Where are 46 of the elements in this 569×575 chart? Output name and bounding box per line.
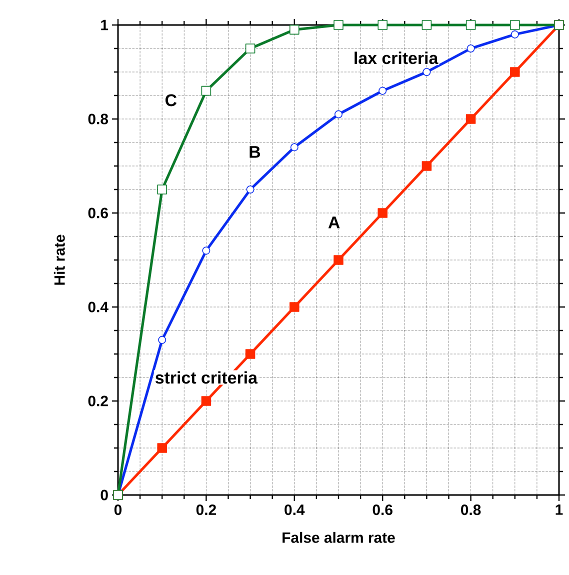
point [422,20,432,30]
point [334,255,344,265]
point [245,349,256,359]
point [510,30,519,38]
point [157,443,167,453]
point [290,302,300,312]
annotation: B [250,146,260,158]
x-tick-label: 0.8 [461,504,481,516]
y-tick-label: 0.2 [88,396,108,406]
annotation: strict criteria [155,371,258,384]
point [378,208,388,218]
point [157,184,167,194]
point [510,67,520,77]
point [378,86,387,95]
point [466,20,476,30]
annotation: C [165,94,177,106]
annotation: A [328,216,340,228]
y-tick-label: 0.6 [88,208,108,218]
y-tick-label: 0 [100,490,108,500]
point [466,44,475,52]
point [201,396,212,406]
point [245,44,256,54]
point [466,114,476,124]
point [201,86,212,96]
point [334,110,342,118]
point [334,20,344,30]
point [378,20,388,30]
point [510,20,520,30]
y-tick-label: 1 [101,20,108,30]
x-tick-label: 0 [114,504,122,516]
y-tick-label: 0.4 [88,302,108,312]
point [422,68,431,76]
x-tick-label: 0.4 [284,504,305,516]
y-tick-label: 0.8 [88,114,108,124]
x-tick-label: 0.2 [196,504,216,516]
y-axis-title: Hit rate [54,234,65,285]
point [158,336,166,344]
point [202,246,210,255]
point [290,143,298,152]
annotation: lax criteria [354,52,438,64]
point [290,24,300,35]
point [422,161,432,171]
x-tick-label: 0.6 [372,504,392,516]
point [246,186,254,194]
x-axis-title: False alarm rate [282,532,395,543]
x-tick-label: 1 [556,504,563,515]
